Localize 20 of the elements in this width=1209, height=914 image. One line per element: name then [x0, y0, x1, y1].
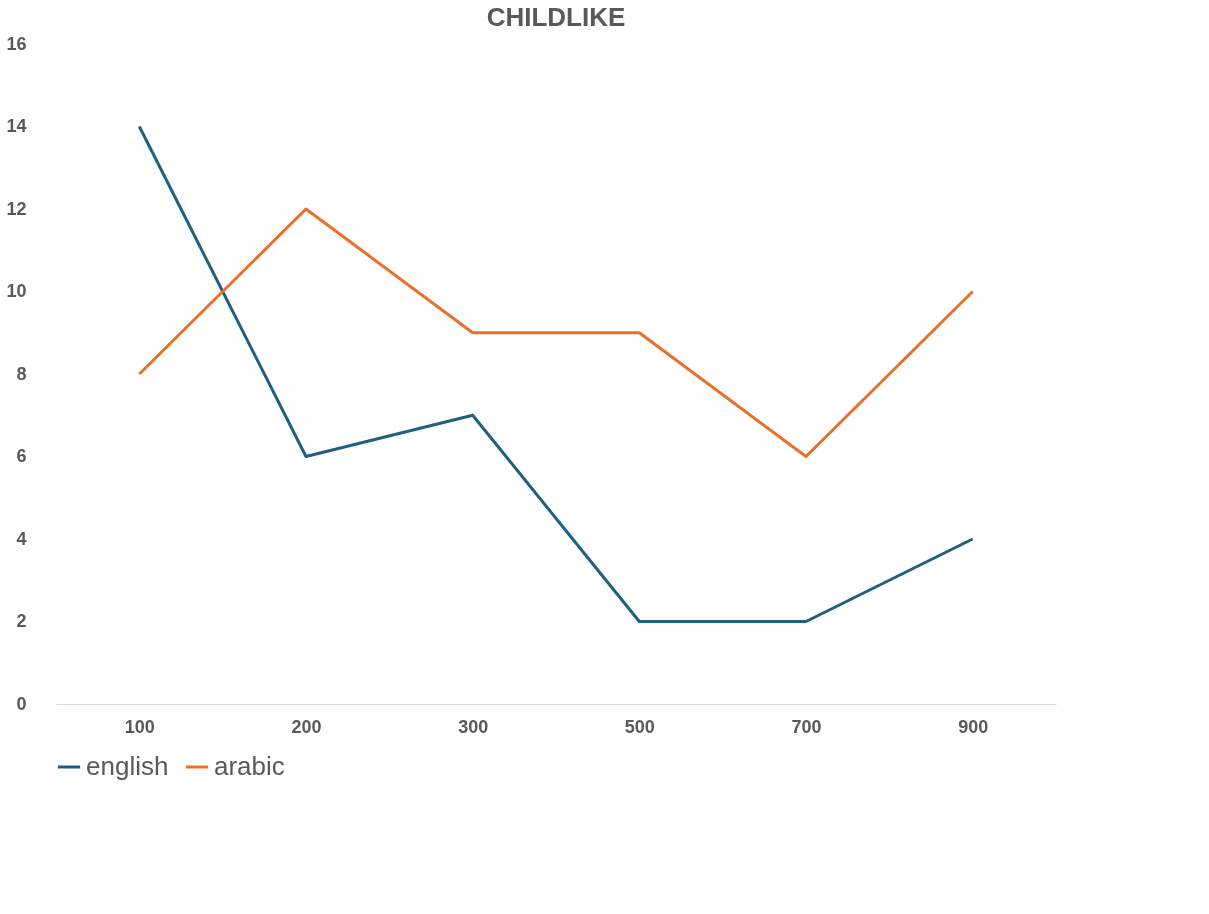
y-tick-label: 16 — [6, 33, 27, 54]
chart-title: CHILDLIKE — [486, 2, 626, 32]
line-series — [137, 207, 975, 458]
y-tick-label: 4 — [16, 528, 27, 549]
y-tick-label: 14 — [6, 116, 27, 136]
y-tick-label: 0 — [16, 693, 27, 714]
y-tick-label: 2 — [16, 611, 27, 631]
y-tick-label: 10 — [6, 281, 27, 301]
y-tick-label: 12 — [6, 198, 27, 219]
x-tick-label: 300 — [458, 716, 489, 737]
x-tick-label: 700 — [791, 716, 822, 737]
x-tick-label: 900 — [958, 716, 989, 737]
legend-label: english — [86, 751, 169, 781]
legend-label: arabic — [214, 751, 285, 781]
x-tick-label: 500 — [624, 716, 655, 737]
y-tick-label: 6 — [16, 446, 27, 466]
x-tick-label: 200 — [291, 716, 322, 737]
line-series — [137, 125, 975, 623]
y-tick-label: 8 — [16, 363, 27, 384]
x-tick-label: 100 — [124, 716, 155, 737]
